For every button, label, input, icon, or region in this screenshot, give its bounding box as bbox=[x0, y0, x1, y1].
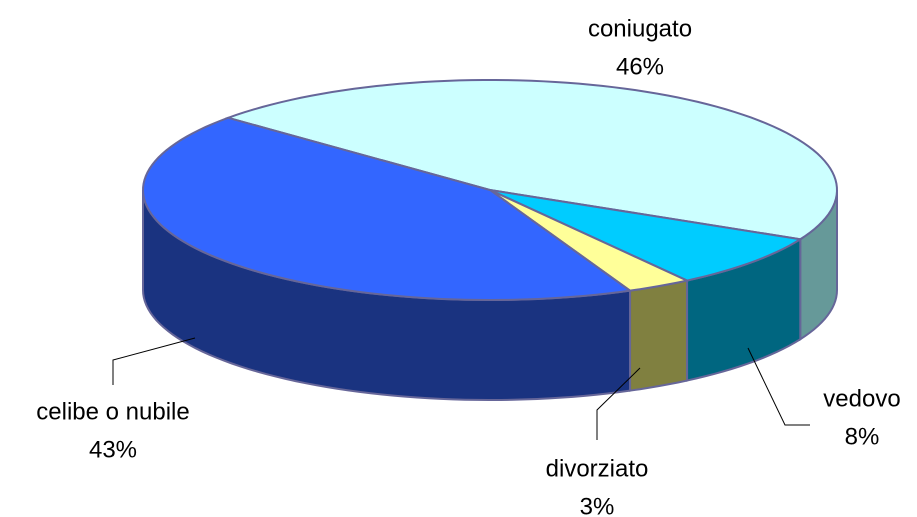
slice-value-label: 3% bbox=[580, 493, 615, 517]
slice-label: coniugato bbox=[588, 15, 692, 42]
pie-slice bbox=[224, 79, 838, 241]
pie-slice bbox=[489, 189, 691, 292]
slice-label: celibe o nubile bbox=[36, 398, 189, 425]
slice-value-label: 43% bbox=[89, 436, 137, 463]
pie-slice bbox=[489, 189, 804, 282]
leader-line bbox=[112, 337, 196, 385]
slice-label: divorziato bbox=[546, 455, 649, 482]
slice-label: vedovo bbox=[823, 385, 900, 412]
leader-line bbox=[747, 347, 810, 426]
pie-slice-side bbox=[629, 279, 689, 392]
slice-value-label: 46% bbox=[616, 53, 664, 80]
leader-line bbox=[596, 367, 641, 440]
pie-slice bbox=[142, 116, 633, 302]
slice-value-label: 8% bbox=[845, 423, 880, 450]
